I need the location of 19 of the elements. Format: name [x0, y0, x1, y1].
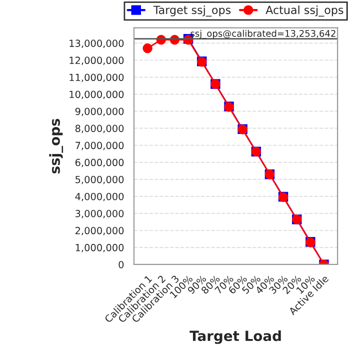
y-tick-label: 3,000,000 [76, 210, 124, 218]
y-tick-label: 7,000,000 [76, 142, 124, 150]
y-tick-label: 12,000,000 [70, 56, 124, 66]
y-tick-label: 9,000,000 [75, 108, 124, 116]
y-tick-label: 6,000,000 [75, 158, 124, 168]
y-tick-label: 5,000,000 [76, 176, 124, 184]
ref-line-label: ssj_ops@calibrated=13,253,642 [190, 30, 336, 39]
y-tick-label: 11,000,000 [70, 74, 124, 82]
y-axis-title: ssj_ops [49, 118, 64, 174]
y-tick-label: 0 [118, 260, 124, 268]
legend-label: Actual ssj_ops [266, 6, 344, 17]
y-tick-label: 2,000,000 [75, 226, 124, 236]
y-tick-label: 10,000,000 [70, 90, 124, 100]
y-tick-label: 13,000,000 [70, 40, 124, 48]
y-tick-label: 4,000,000 [75, 192, 124, 202]
y-tick-label: 1,000,000 [76, 244, 124, 252]
x-axis-title: Target Load [190, 330, 281, 344]
legend-label: Target ssj_ops [153, 6, 231, 17]
y-tick-label: 8,000,000 [75, 124, 124, 134]
